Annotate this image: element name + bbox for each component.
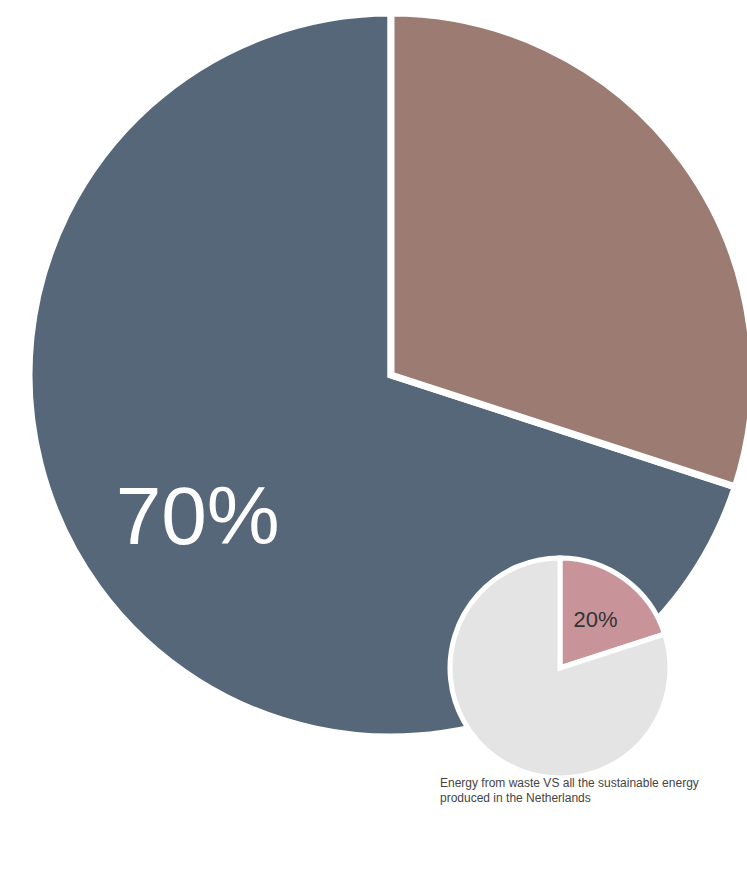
svg-text:20%: 20% — [574, 607, 618, 632]
svg-text:70%: 70% — [116, 470, 280, 561]
html-text:Energy from waste VS all the s: Energy from waste VS all the sustainable… — [440, 776, 699, 805]
